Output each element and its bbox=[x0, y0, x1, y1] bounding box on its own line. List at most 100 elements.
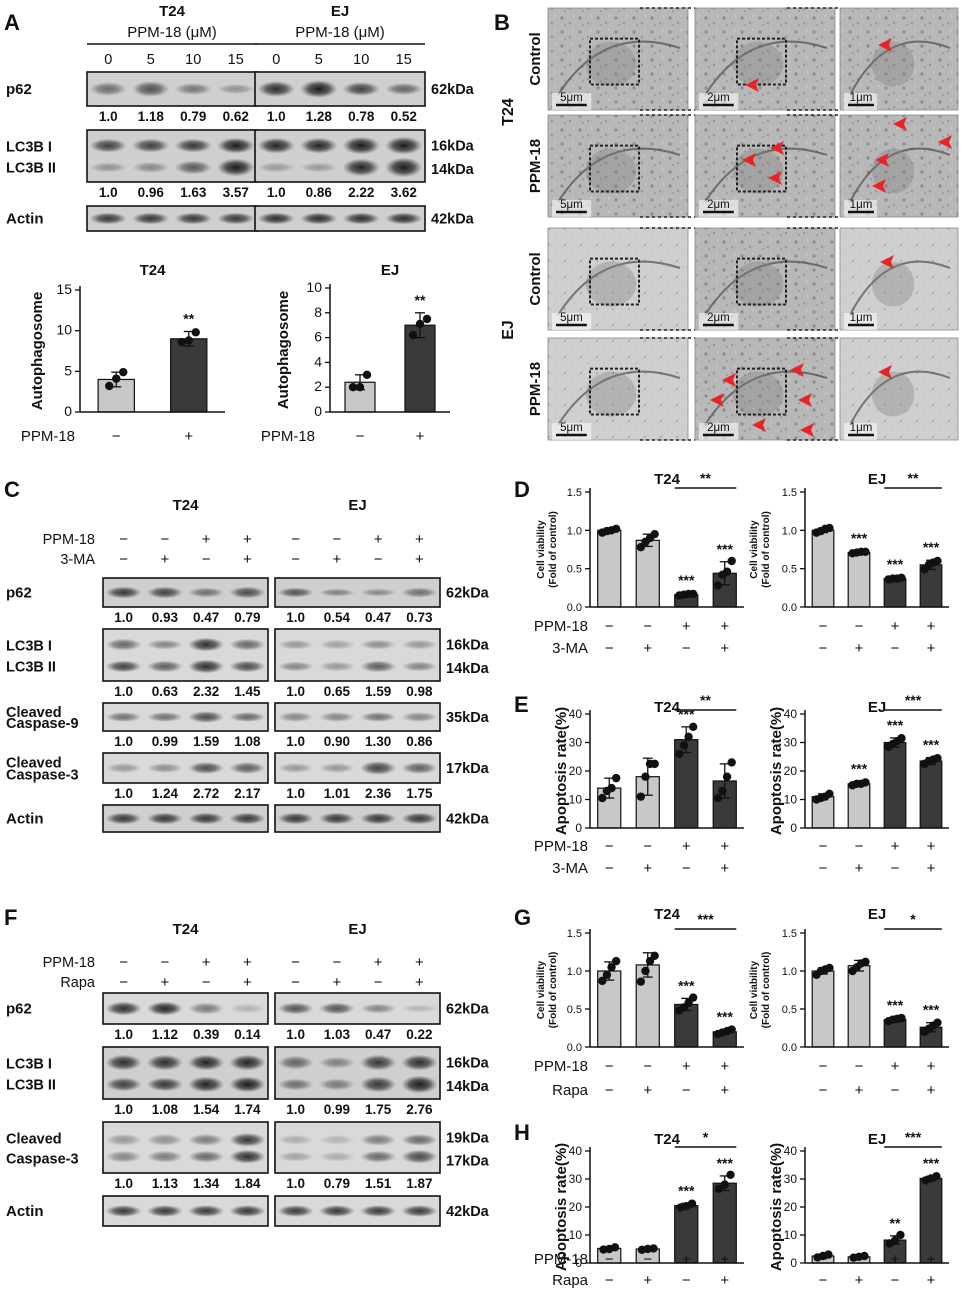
F-blot-T24-strip-band bbox=[146, 1077, 184, 1092]
C-condition-name: PPM-18 bbox=[43, 532, 95, 548]
B-arrow-icon bbox=[710, 393, 724, 407]
A-blot-norm-value: 0.52 bbox=[391, 109, 417, 124]
treatment-sign: − bbox=[605, 1058, 614, 1075]
F-blot-norm-value: 1.54 bbox=[193, 1102, 220, 1117]
A-cellline-EJ: EJ bbox=[331, 3, 349, 20]
C-blot-norm-value: 1.0 bbox=[286, 786, 305, 801]
C-blot-EJ-strip-band bbox=[359, 660, 397, 673]
B-membrane bbox=[704, 370, 828, 426]
F-blot-EJ-strip-band bbox=[277, 1151, 314, 1162]
y-tick-label: 10 bbox=[569, 793, 583, 807]
C-blot-T24-strip bbox=[102, 628, 269, 682]
A-blot-T24-strip-band bbox=[89, 82, 127, 96]
y-axis-label: Apoptosis rate(%) bbox=[553, 707, 570, 835]
F-blot-norm-value: 1.03 bbox=[324, 1027, 351, 1042]
A-cellline-T24: T24 bbox=[159, 3, 186, 20]
y-tick-label: 40 bbox=[784, 707, 798, 721]
B-scalebar-label: 2μm bbox=[707, 199, 730, 211]
A-blot-kda: 14kDa bbox=[431, 162, 475, 178]
F-blot-T24-strip-band bbox=[187, 1054, 225, 1071]
C-blot-EJ-strip-band bbox=[277, 712, 314, 722]
y-tick-label: 0 bbox=[64, 403, 72, 419]
A-blot-T24-strip-band bbox=[217, 137, 255, 154]
significance-label: *** bbox=[717, 1155, 734, 1171]
treatment-sign: + bbox=[643, 1272, 652, 1289]
treatment-sign: + bbox=[643, 640, 652, 657]
chart-E_T24 bbox=[597, 722, 737, 829]
C-blot-kda: 35kDa bbox=[446, 710, 490, 726]
A-blot-EJ-strip-band bbox=[385, 157, 423, 178]
C-cellline-EJ: EJ bbox=[348, 497, 366, 514]
C-blot-kda: 14kDa bbox=[446, 661, 490, 677]
C-blot-norm-value: 0.54 bbox=[324, 610, 351, 625]
F-blot-kda: 42kDa bbox=[446, 1204, 490, 1220]
C-blot-row-label: Cleaved bbox=[6, 705, 62, 721]
treatment-sign: − bbox=[682, 1082, 691, 1099]
data-point bbox=[105, 381, 114, 391]
C-blot-norm-value: 1.59 bbox=[365, 684, 391, 699]
B-arrow-icon bbox=[872, 179, 886, 193]
B-condition-label: PPM-18 bbox=[527, 362, 544, 416]
A-blot-T24-strip-band bbox=[132, 212, 170, 225]
B-tem-image bbox=[547, 337, 689, 441]
A-blot-T24-strip-band bbox=[217, 212, 255, 225]
F-blot-T24-strip-band bbox=[105, 1054, 142, 1071]
A-blot-norm-value: 1.0 bbox=[99, 109, 118, 124]
chart-title: EJ bbox=[868, 471, 886, 488]
chart-D_T24 bbox=[597, 524, 737, 608]
chart-title: T24 bbox=[654, 471, 681, 488]
A-blot-EJ-strip-band bbox=[385, 212, 423, 225]
significance-label: * bbox=[910, 911, 916, 927]
y-tick-label: 10 bbox=[784, 793, 798, 807]
B-condition-label: Control bbox=[527, 252, 544, 305]
significance-label: *** bbox=[697, 911, 714, 927]
treatment-sign: + bbox=[720, 838, 729, 855]
A-blot-norm-value: 0.86 bbox=[306, 185, 333, 200]
B-tem-image bbox=[839, 337, 959, 441]
B-scalebar-label: 1μm bbox=[850, 422, 873, 434]
B-scalebar-label: 1μm bbox=[850, 199, 873, 211]
F-blot-EJ-strip-band bbox=[401, 1133, 438, 1146]
B-arrow-icon bbox=[798, 393, 812, 407]
C-sign: + bbox=[243, 531, 252, 548]
B-arrow-icon bbox=[722, 373, 736, 387]
B-arrow-icon bbox=[742, 153, 756, 167]
treatment-sign: − bbox=[819, 1251, 828, 1268]
F-blot-EJ-strip-band bbox=[359, 1076, 397, 1093]
C-sign: − bbox=[374, 551, 383, 568]
F-blot-norm-value: 1.0 bbox=[286, 1102, 305, 1117]
F-blot-row-label: Actin bbox=[6, 1203, 44, 1220]
F-blot-T24-strip-band bbox=[187, 1205, 225, 1217]
data-point bbox=[727, 556, 736, 566]
C-blot-norm-value: 1.0 bbox=[114, 684, 133, 699]
F-blot-kda: 17kDa bbox=[446, 1153, 490, 1169]
F-sign: + bbox=[202, 954, 211, 971]
A-blot-norm-value: 0.62 bbox=[223, 109, 249, 124]
F-blot-norm-value: 1.0 bbox=[286, 1027, 305, 1042]
y-tick-label: 0.0 bbox=[782, 602, 797, 614]
C-blot-T24-strip-band bbox=[146, 812, 184, 825]
y-tick-label: 40 bbox=[784, 1144, 798, 1158]
data-point bbox=[650, 951, 659, 960]
treatment-sign: − bbox=[605, 860, 614, 877]
y-tick-label: 10 bbox=[569, 1228, 583, 1242]
C-blot-kda: 42kDa bbox=[446, 812, 490, 828]
C-blot-T24-strip-band bbox=[187, 587, 225, 598]
significance-label: * bbox=[703, 1129, 709, 1145]
C-sign: − bbox=[332, 531, 341, 548]
A-blot-norm-value: 0.78 bbox=[348, 109, 375, 124]
C-blot-T24-strip bbox=[102, 752, 269, 784]
data-point bbox=[650, 529, 659, 539]
C-blot-EJ-strip-band bbox=[401, 712, 438, 722]
treatment-sign: − bbox=[356, 428, 365, 445]
C-blot-T24-strip-band bbox=[187, 711, 225, 723]
data-point bbox=[598, 793, 607, 803]
y-tick-label: 30 bbox=[569, 736, 583, 750]
C-blot-EJ-strip-band bbox=[401, 661, 438, 672]
treatment-name: PPM-18 bbox=[534, 1251, 588, 1268]
A-blot-EJ-strip-band bbox=[385, 136, 423, 155]
treatment-sign: + bbox=[682, 618, 691, 635]
C-blot-norm-value: 1.0 bbox=[114, 786, 133, 801]
significance-label: *** bbox=[678, 706, 695, 722]
C-blot-norm-value: 1.0 bbox=[114, 734, 133, 749]
